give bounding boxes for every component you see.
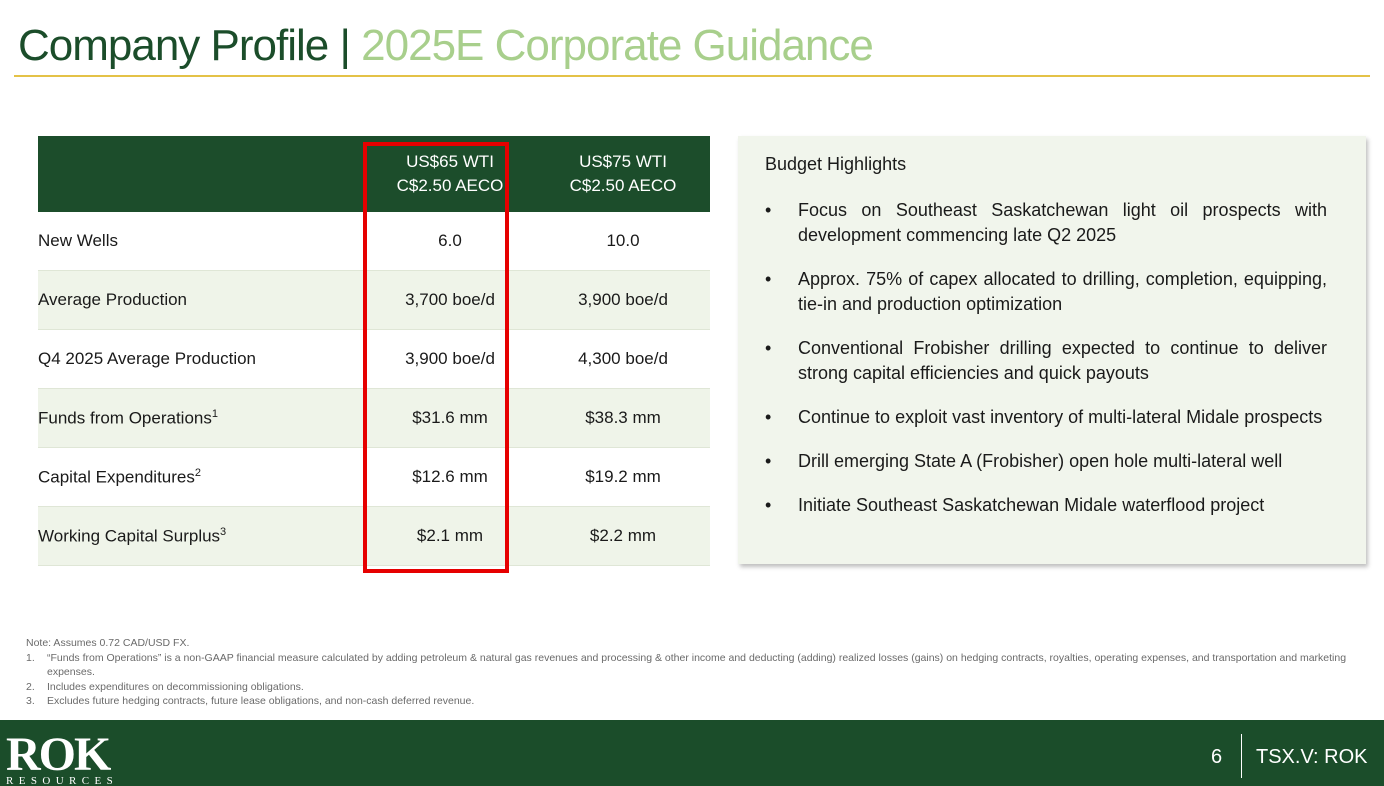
page-number: 6 [1211, 746, 1223, 768]
title-subtitle: 2025E Corporate Guidance [361, 21, 874, 70]
budget-highlights-panel: Budget Highlights • Focus on Southeast Sa… [738, 136, 1366, 564]
title-separator: | [339, 21, 351, 70]
guidance-table: US$65 WTI C$2.50 AECO US$75 WTI C$2.50 A… [38, 136, 710, 566]
cell-value-65: 3,900 boe/d [405, 349, 495, 368]
highlights-title: Budget Highlights [765, 154, 907, 174]
row-label: Q4 2025 Average Production [38, 349, 257, 368]
table-row-average-production: Average Production 3,700 boe/d 3,900 boe… [38, 271, 710, 330]
footnotes: Note: Assumes 0.72 CAD/USD FX. 1. “Funds … [26, 636, 1356, 709]
table-row-q4-production: Q4 2025 Average Production 3,900 boe/d 4… [38, 330, 710, 389]
footnote-lead: Note: Assumes 0.72 CAD/USD FX. [26, 637, 190, 649]
bullet: • [765, 451, 772, 471]
column-header-aeco: C$2.50 AECO [569, 176, 677, 195]
list-item: • Focus on Southeast Saskatchewan light o… [765, 200, 1327, 245]
bullet: • [765, 200, 772, 220]
table-row-capital-expenditures: Capital Expenditures2 $12.6 mm $19.2 mm [38, 448, 710, 507]
bullet: • [765, 338, 772, 358]
cell-value-65: 6.0 [438, 231, 462, 250]
bullet: • [765, 495, 772, 515]
cell-value-65: $12.6 mm [412, 467, 488, 486]
column-header-wti: US$75 WTI [579, 152, 667, 171]
title-main: Company Profile [18, 21, 329, 70]
cell-value-75: $2.2 mm [589, 526, 657, 545]
row-label: Funds from Operations1 [38, 407, 218, 428]
column-header-wti: US$65 WTI [406, 152, 494, 171]
cell-value-65: $2.1 mm [416, 526, 484, 545]
list-item: • Approx. 75% of capex allocated to drill… [765, 269, 1327, 314]
page-title: Company Profile | 2025E Corporate Guidan… [18, 18, 874, 74]
logo-text: ROK [6, 728, 111, 781]
bullet: • [765, 407, 772, 427]
row-label: New Wells [38, 231, 118, 250]
cell-value-75: $38.3 mm [585, 408, 661, 427]
column-header-65: US$65 WTI C$2.50 AECO [364, 136, 536, 212]
bullet: • [765, 269, 772, 289]
header-rule [14, 75, 1370, 77]
list-item: • Conventional Frobisher drilling expecte… [765, 338, 1327, 383]
cell-value-75: 4,300 boe/d [578, 349, 668, 368]
footer-bar: ROK RESOURCES 6 TSX.V: ROK [0, 720, 1384, 786]
cell-value-75: $19.2 mm [585, 467, 661, 486]
table-header: US$65 WTI C$2.50 AECO US$75 WTI C$2.50 A… [38, 136, 710, 212]
column-highlight-box [363, 142, 509, 573]
footnote-item: 2. Includes expenditures on decommissioni… [26, 680, 304, 693]
highlights-list: • Focus on Southeast Saskatchewan light o… [765, 198, 1327, 537]
list-item: • Initiate Southeast Saskatchewan Midale … [765, 493, 1327, 518]
row-label: Capital Expenditures2 [38, 466, 201, 487]
column-header-aeco: C$2.50 AECO [396, 176, 504, 195]
table-row-new-wells: New Wells 6.0 10.0 [38, 212, 710, 271]
logo-subtext: RESOURCES [6, 775, 118, 786]
ticker-symbol: TSX.V: ROK [1256, 746, 1368, 768]
table-row-working-capital: Working Capital Surplus3 $2.1 mm $2.2 mm [38, 507, 710, 566]
list-item: • Drill emerging State A (Frobisher) open… [765, 449, 1327, 474]
footnote-ref: 1 [211, 407, 218, 420]
footnote-ref: 2 [194, 466, 201, 479]
cell-value-75: 3,900 boe/d [578, 290, 668, 309]
table-header-empty [38, 136, 364, 212]
row-label: Average Production [38, 290, 188, 309]
rok-resources-logo: ROK RESOURCES [6, 728, 118, 786]
cell-value-65: 3,700 boe/d [405, 290, 495, 309]
footnote-item: 3. Excludes future hedging contracts, fut… [26, 695, 475, 707]
column-header-75: US$75 WTI C$2.50 AECO [536, 136, 710, 212]
footnote-item: 1. “Funds from Operations” is a non-GAAP … [26, 651, 1347, 679]
table-row-funds-from-operations: Funds from Operations1 $31.6 mm $38.3 mm [38, 389, 710, 448]
row-label: Working Capital Surplus3 [38, 525, 227, 546]
cell-value-75: 10.0 [606, 231, 640, 250]
footer-divider [1241, 734, 1242, 778]
footnote-ref: 3 [220, 525, 227, 538]
list-item: • Continue to exploit vast inventory of m… [765, 405, 1327, 430]
cell-value-65: $31.6 mm [412, 408, 488, 427]
